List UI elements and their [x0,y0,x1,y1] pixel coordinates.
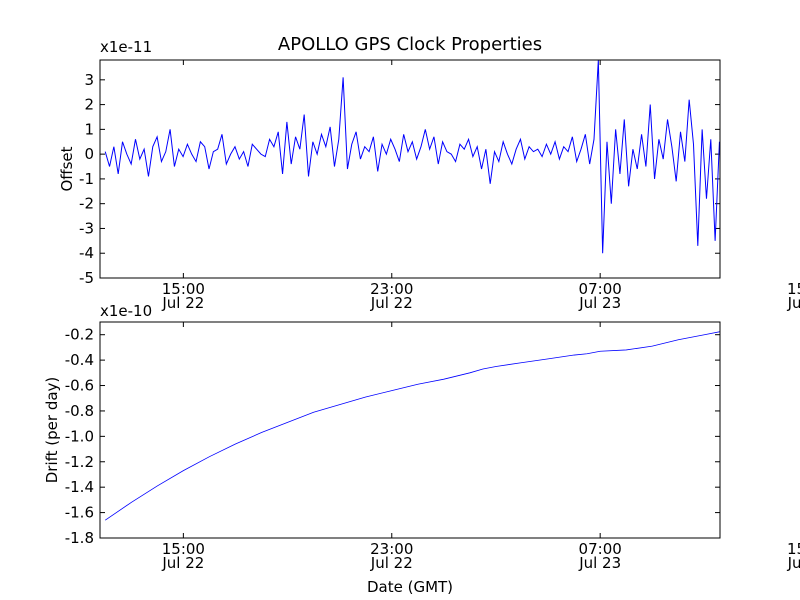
x-tick-date-label: Jul 22 [161,554,204,572]
y-tick-label: 1 [84,120,94,138]
y-tick-label: -0.6 [65,377,94,395]
y-tick-label: -1.0 [65,427,94,445]
drift-series-line [104,331,720,521]
x-tick-time-label: 07:00 [579,540,622,558]
x-tick-time-label: 23:00 [370,540,413,558]
drift-scale-label: x1e-10 [100,302,152,320]
y-tick-label: -0.8 [65,402,94,420]
x-tick-date-label: Jul 23 [787,294,800,312]
x-tick-time-label: 15:00 [162,280,205,298]
y-tick-label: -1.4 [65,478,94,496]
offset-series-line [104,60,720,254]
drift-y-axis-label: Drift (per day) [43,377,61,484]
y-tick-label: 2 [84,96,94,114]
x-tick-date-label: Jul 23 [578,294,621,312]
y-tick-label: -5 [79,269,94,287]
x-tick-date-label: Jul 23 [578,554,621,572]
y-tick-label: -0.2 [65,326,94,344]
x-tick-time-label: 23:00 [370,280,413,298]
y-tick-label: -0.4 [65,351,94,369]
y-tick-label: -1.8 [65,529,94,547]
drift-chart: x1e-10 Drift (per day) Date (GMT) -1.8 -1… [43,302,800,596]
y-tick-label: -1 [79,170,94,188]
x-tick-time-label: 15:00 [162,540,205,558]
x-tick-date-label: Jul 22 [161,294,204,312]
y-tick-label: -1.6 [65,504,94,522]
y-tick-label: -3 [79,219,94,237]
chart-title: APOLLO GPS Clock Properties [278,34,542,55]
x-tick-date-label: Jul 23 [787,554,800,572]
offset-chart: APOLLO GPS Clock Properties x1e-11 Offse… [58,34,800,312]
drift-plot-frame [99,321,721,539]
x-tick-time-label: 15:00 [787,280,800,298]
x-tick-time-label: 07:00 [579,280,622,298]
x-tick-date-label: Jul 22 [370,294,413,312]
offset-plot-frame [99,59,721,279]
offset-y-axis-label: Offset [58,146,76,191]
y-tick-label: -4 [79,244,94,262]
y-tick-label: -1.2 [65,453,94,471]
x-tick-date-label: Jul 22 [370,554,413,572]
drift-x-axis-label: Date (GMT) [367,578,453,596]
x-tick-time-label: 15:00 [787,540,800,558]
y-tick-label: 0 [84,145,94,163]
y-tick-label: 3 [84,71,94,89]
offset-scale-label: x1e-11 [100,38,152,56]
y-tick-label: -2 [79,195,94,213]
